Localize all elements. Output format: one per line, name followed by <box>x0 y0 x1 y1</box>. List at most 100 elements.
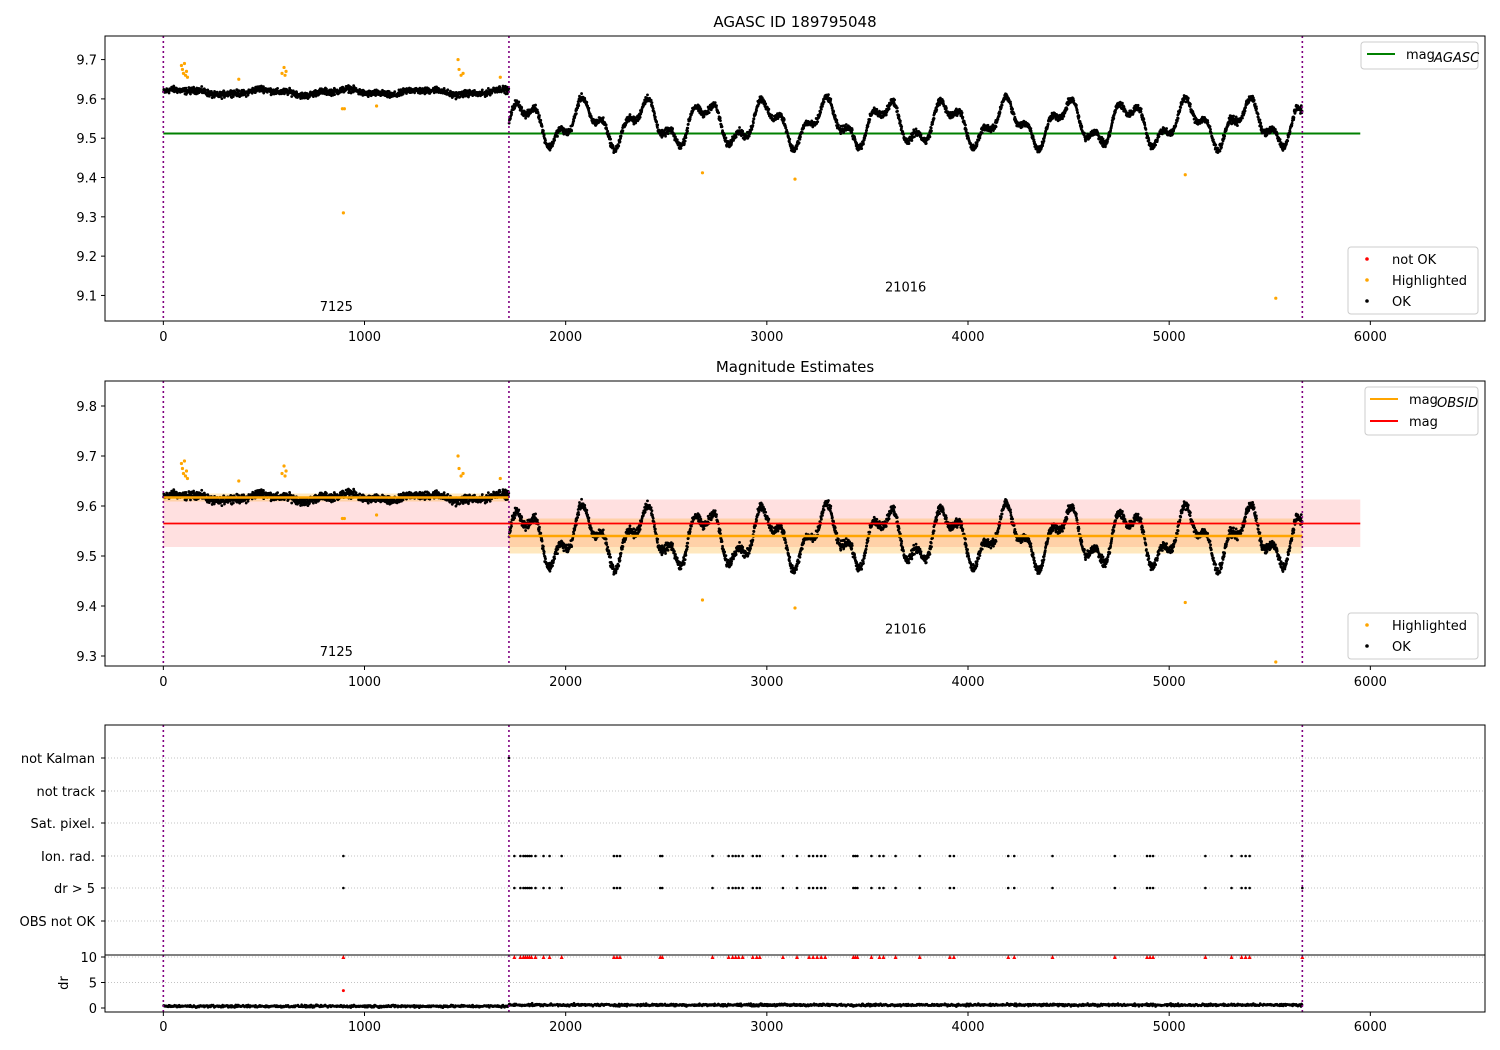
x-tick-label: 4000 <box>951 330 984 345</box>
ok-point <box>1062 114 1066 118</box>
ok-point <box>932 117 936 120</box>
ok-point <box>556 134 559 138</box>
ok-point <box>1186 97 1190 100</box>
ok-point <box>325 87 328 91</box>
ok-point <box>679 146 683 150</box>
highlighted-point <box>342 107 346 111</box>
ok-point <box>540 125 544 128</box>
ok-point <box>1178 108 1182 112</box>
ok-point <box>653 115 657 119</box>
ok-point <box>1065 107 1069 111</box>
ok-point <box>944 106 948 110</box>
highlighted-point <box>184 69 189 73</box>
ok-point <box>246 499 250 503</box>
highlighted-point <box>341 211 345 215</box>
ok-point <box>910 139 914 142</box>
y-tick-label: 9.6 <box>76 93 97 108</box>
ok-point <box>961 115 965 119</box>
ok-point <box>829 97 833 101</box>
ok-point <box>751 124 755 128</box>
ok-point <box>717 111 721 115</box>
ok-point <box>998 110 1002 114</box>
ok-point <box>480 88 484 92</box>
ok-point <box>947 110 950 114</box>
ok-point <box>1111 120 1114 124</box>
y-tick-label: 9.5 <box>76 132 97 147</box>
ok-point <box>980 131 984 135</box>
ok-point <box>686 126 690 130</box>
ok-point <box>542 129 545 133</box>
legend-marker <box>1365 278 1369 282</box>
ok-point <box>702 115 706 119</box>
ok-point <box>506 92 509 96</box>
ok-point <box>653 112 656 115</box>
ok-point <box>539 118 543 122</box>
highlighted-point <box>1183 173 1187 177</box>
ok-point <box>517 100 521 104</box>
x-tick-label: 1000 <box>348 330 381 345</box>
ok-point <box>1139 110 1143 114</box>
ok-point <box>836 123 840 127</box>
ok-point <box>960 111 964 115</box>
ok-point <box>1136 103 1140 107</box>
highlighted-point <box>456 57 460 62</box>
ok-point <box>638 115 642 119</box>
ok-point <box>1139 107 1143 111</box>
ok-point <box>770 113 774 117</box>
ok-point <box>715 104 718 108</box>
ok-point <box>764 102 768 106</box>
ok-point <box>574 112 578 116</box>
ok-point <box>632 115 636 119</box>
highlighted-point <box>280 71 284 75</box>
ok-point <box>966 131 969 135</box>
ok-point <box>604 123 608 127</box>
ok-point <box>999 106 1003 109</box>
ok-point <box>862 142 865 146</box>
ok-point <box>184 86 188 90</box>
ok-point <box>1241 116 1244 120</box>
ok-point <box>686 129 689 133</box>
ok-point <box>220 97 224 100</box>
ok-point <box>634 121 638 125</box>
ok-point <box>333 93 336 97</box>
ok-point <box>542 133 546 137</box>
ok-point <box>800 131 804 134</box>
ok-point <box>688 115 692 119</box>
ok-point <box>723 133 727 137</box>
ok-point <box>1046 122 1050 126</box>
ok-point <box>646 93 649 97</box>
ok-point <box>535 108 539 112</box>
ok-point <box>798 137 802 141</box>
ok-point <box>1000 103 1004 107</box>
ok-point <box>648 96 651 100</box>
highlighted-point <box>793 177 797 181</box>
ok-point <box>290 95 294 98</box>
ok-point <box>1179 106 1183 109</box>
legend-label: OK <box>1392 295 1411 310</box>
ok-point <box>510 111 514 115</box>
legend-marker <box>1365 257 1369 261</box>
ok-point <box>1029 127 1033 130</box>
ok-point <box>1072 99 1076 103</box>
ok-point <box>788 137 792 141</box>
ok-point <box>413 91 416 95</box>
ok-point <box>751 121 755 125</box>
ok-point <box>650 101 654 104</box>
ok-point <box>1206 121 1210 125</box>
legend-label: Highlighted <box>1392 274 1467 289</box>
ok-point <box>167 91 171 95</box>
ok-point <box>587 106 591 110</box>
ok-point <box>1032 138 1036 142</box>
ok-point <box>1120 101 1124 105</box>
ok-point <box>835 118 839 122</box>
ok-point <box>220 504 224 508</box>
ok-point <box>1290 121 1294 125</box>
highlighted-point <box>700 171 705 175</box>
ok-point <box>1042 139 1046 143</box>
ok-point <box>262 85 265 89</box>
ok-point <box>1154 143 1158 147</box>
ok-point <box>538 114 541 117</box>
highlighted-point <box>1274 296 1278 300</box>
ok-point <box>405 92 408 95</box>
